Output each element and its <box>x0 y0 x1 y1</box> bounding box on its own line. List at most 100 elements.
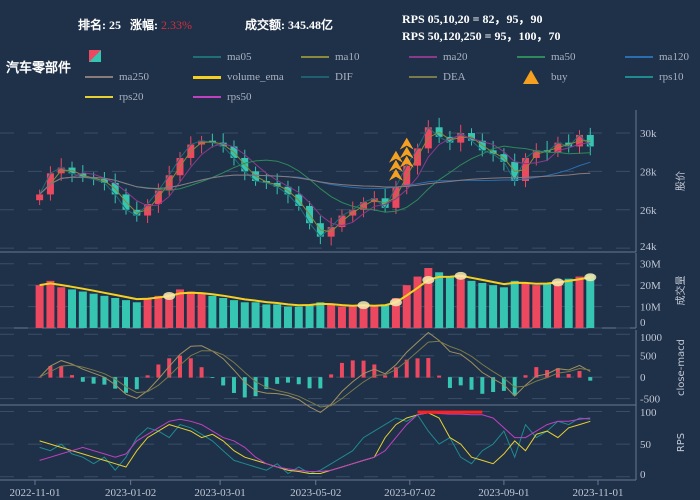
x-tick-label: 2023-11-01 <box>573 487 624 499</box>
macd-bar <box>113 377 118 389</box>
legend-label: volume_ema <box>227 71 284 83</box>
y-tick-label: -500 <box>640 394 661 406</box>
turnover-info: 成交额: 345.48亿 <box>245 16 333 33</box>
legend-item-ma05[interactable]: ma05 <box>193 50 251 64</box>
macd-bar <box>285 377 290 383</box>
change-label: 涨幅: <box>130 18 158 32</box>
volume-bar <box>381 304 390 328</box>
macd-bar <box>404 359 409 378</box>
legend-line-icon <box>193 56 221 58</box>
y-tick-label: 26k <box>640 205 657 217</box>
macd-bar <box>372 364 377 378</box>
legend-item-ma20[interactable]: ma20 <box>409 50 467 64</box>
legend-item-ma10[interactable]: ma10 <box>301 50 359 64</box>
buy-marker-icon <box>399 155 414 168</box>
volume-bar <box>100 295 109 328</box>
volume-bar <box>543 283 552 328</box>
legend-item-ma50[interactable]: ma50 <box>517 50 575 64</box>
macd-bar <box>588 377 593 381</box>
macd-bar <box>458 377 463 386</box>
legend-label: DEA <box>443 71 466 83</box>
macd-bar <box>221 377 226 386</box>
y-tick-label: 30M <box>640 259 661 271</box>
legend-line-icon <box>193 96 221 98</box>
volume-bar <box>283 306 292 328</box>
macd-bar <box>491 377 496 393</box>
macd-bar <box>124 377 129 393</box>
volume-bar <box>251 302 260 328</box>
legend-label: ma50 <box>551 51 576 63</box>
volume-bar <box>57 287 66 328</box>
volume-bar <box>348 306 357 328</box>
legend-item-volume_ema[interactable]: volume_ema <box>193 70 284 84</box>
volume-highlight-marker <box>551 278 564 287</box>
rank-label: 排名: <box>78 18 106 32</box>
y-tick-label: 0 <box>640 372 646 384</box>
macd-bar <box>264 377 269 390</box>
buy-marker-icon <box>388 168 403 181</box>
legend-item-buy[interactable]: buy <box>517 70 568 84</box>
x-tick-label: 2023-05-02 <box>290 487 341 499</box>
macd-bar <box>512 377 517 396</box>
volume-bar <box>445 276 454 328</box>
sector-legend-swatch[interactable] <box>89 50 101 62</box>
legend-item-DEA[interactable]: DEA <box>409 70 466 84</box>
sector-title: 汽车零部件 <box>6 61 72 76</box>
legend-line-icon <box>517 56 545 58</box>
x-tick-label: 2023-01-02 <box>105 487 156 499</box>
macd-bar <box>37 377 42 378</box>
macd-bar <box>188 358 193 378</box>
macd-bar <box>80 377 85 382</box>
legend-item-rps20[interactable]: rps20 <box>85 90 143 104</box>
volume-bar <box>391 298 400 328</box>
volume-bar <box>240 302 249 328</box>
volume-bar <box>197 293 206 328</box>
macd-bar <box>383 375 388 378</box>
macd-bar <box>350 360 355 378</box>
legend-item-rps10[interactable]: rps10 <box>625 70 683 84</box>
volume-bar <box>456 274 465 328</box>
volume-highlight-marker <box>584 273 597 282</box>
macd-bar <box>307 377 312 389</box>
y-tick-label: 28k <box>640 166 657 178</box>
x-tick-label: 2023-03-01 <box>194 487 245 499</box>
macd-bar <box>534 367 539 378</box>
macd-bar <box>167 358 172 378</box>
macd-bar <box>134 377 139 390</box>
y-tick-label: 500 <box>640 351 657 363</box>
ma250-line <box>39 172 591 195</box>
volume-bar <box>424 268 433 328</box>
volume-bar <box>478 283 487 328</box>
volume-bar <box>359 304 368 328</box>
macd-bar <box>426 358 431 378</box>
y-tick-label: 0 <box>640 469 646 481</box>
candle <box>36 194 44 201</box>
legend-line-icon <box>409 56 437 58</box>
buy-marker-icon <box>388 159 403 172</box>
volume-bar <box>413 276 422 328</box>
legend-item-ma250[interactable]: ma250 <box>85 70 149 84</box>
ma10-line <box>39 131 591 233</box>
macd-bar <box>296 377 301 385</box>
volume-bar <box>586 274 595 328</box>
triangle-icon <box>523 70 539 84</box>
macd-bar <box>393 367 398 378</box>
ma05-line <box>39 126 591 238</box>
volume-bar <box>510 280 519 328</box>
legend-label: rps10 <box>659 71 684 83</box>
volume-bar <box>521 283 530 328</box>
legend-label: DIF <box>335 71 353 83</box>
legend-item-ma120[interactable]: ma120 <box>625 50 689 64</box>
macd-bar <box>469 377 474 390</box>
legend-item-DIF[interactable]: DIF <box>301 70 353 84</box>
legend-line-icon <box>409 76 437 78</box>
y-tick-label: 1000 <box>640 332 663 344</box>
macd-bar <box>231 377 236 393</box>
legend-item-rps50[interactable]: rps50 <box>193 90 251 104</box>
legend-line-icon <box>85 96 113 98</box>
volume-highlight-marker <box>163 292 176 301</box>
legend-label: rps20 <box>119 91 144 103</box>
macd-bar <box>523 375 528 378</box>
volume-bar <box>294 306 303 328</box>
turnover-value: 345.48亿 <box>288 18 334 32</box>
